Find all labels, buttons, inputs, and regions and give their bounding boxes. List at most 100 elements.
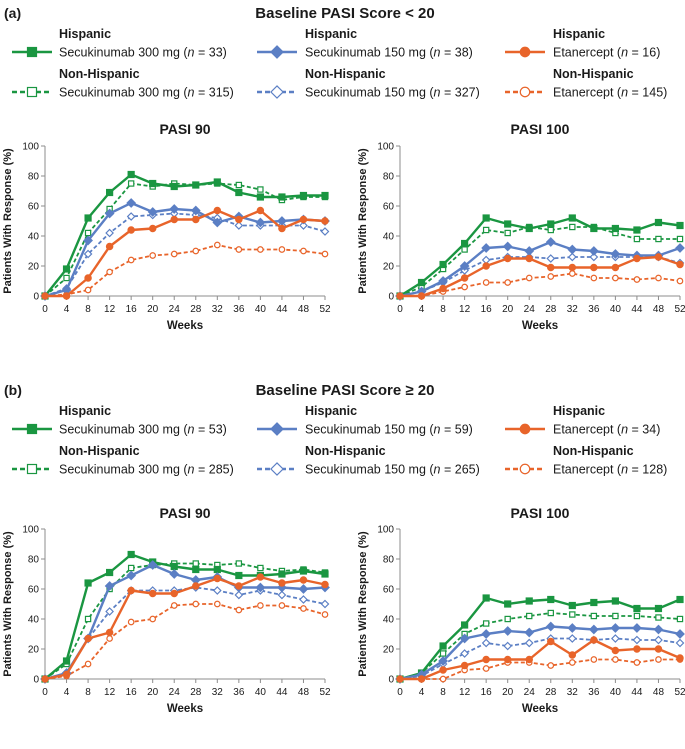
panel-b-label: (b) [4,382,22,398]
data-point [525,254,533,263]
data-point [653,624,664,635]
series-line [400,272,681,297]
data-point [84,615,92,623]
data-point [147,560,158,570]
data-point [612,656,619,663]
data-point [169,204,180,214]
y-axis-label: Patients With Response (%) [357,148,369,294]
data-point [567,244,578,255]
data-point [547,662,555,669]
series-line [44,562,326,680]
data-point [104,208,115,219]
data-point [257,564,264,572]
data-point [321,611,329,618]
y-tick-label: 100 [377,142,394,153]
x-tick-label: 24 [524,304,536,315]
series-line [399,596,681,681]
x-tick-label: 32 [212,687,224,698]
data-point [106,268,113,276]
x-tick-label: 36 [588,304,600,315]
data-point [84,634,92,643]
series-etanercept-dashed [396,270,684,300]
series-etanercept-dashed [41,241,329,300]
data-point [192,560,199,567]
legend-drug-label: Etanercept (n = 128) [553,463,667,477]
data-point [235,181,243,189]
y-axis-label: Patients With Response (%) [2,148,14,294]
x-tick-label: 4 [64,687,70,698]
x-tick-label: 20 [502,687,514,698]
series-secukinumab_150-solid [395,621,685,684]
data-point [460,649,469,658]
legend-drug-label: Secukinumab 150 mg (n = 327) [305,86,480,100]
data-point [126,570,137,581]
data-point [213,600,221,608]
data-point [62,670,71,679]
data-point [235,188,243,197]
data-point [83,235,93,246]
data-point [524,638,534,648]
y-tick-label: 40 [383,232,395,243]
data-point [633,226,641,234]
data-point [460,661,469,670]
data-point [299,191,308,200]
y-tick-label: 100 [22,142,39,153]
data-point [256,206,265,215]
legend-item: Hispanic Secukinumab 150 mg (n = 59) [257,404,473,437]
legend-drug-label: Secukinumab 150 mg (n = 59) [305,423,473,437]
data-point [547,263,555,272]
data-point [568,659,576,666]
legend-marker-diamond-icon [270,45,284,59]
legend-item: Non-Hispanic Secukinumab 150 mg (n = 327) [257,67,480,100]
data-point [611,263,620,272]
data-point [213,574,222,583]
legend-group-label: Hispanic [59,27,111,41]
legend-drug-label: Etanercept (n = 145) [553,86,667,100]
legend-drug-label: Secukinumab 300 mg (n = 53) [59,423,227,437]
data-point [482,214,490,222]
legend-item: Non-Hispanic Secukinumab 300 mg (n = 315) [12,67,234,100]
data-point [278,193,286,201]
data-point [632,623,642,633]
x-tick-label: 48 [653,304,665,315]
x-tick-label: 16 [126,687,138,698]
data-point [278,602,286,609]
data-point [105,628,114,637]
data-point [439,260,447,269]
data-point [503,254,512,263]
data-point [590,598,598,607]
legend-drug-label: Secukinumab 300 mg (n = 33) [59,46,227,60]
series-etanercept-solid [41,206,329,300]
panel-b: (b) Baseline PASI Score ≥ 20 Hispanic Sec… [4,382,667,477]
x-tick-label: 0 [42,687,48,698]
x-tick-label: 28 [545,687,557,698]
data-point [62,657,71,665]
data-point [654,218,663,227]
x-tick-label: 20 [502,304,514,315]
data-point [611,597,619,605]
series-line [399,226,680,297]
data-point [675,638,685,648]
data-point [632,635,642,645]
data-point [655,656,662,663]
data-point [439,284,447,293]
data-point [417,278,426,287]
legend-marker-square-icon [26,463,38,475]
data-point [235,560,243,567]
data-point [438,656,448,666]
data-point [300,605,307,612]
legend-marker-circle-icon [519,86,531,98]
legend-group-label: Non-Hispanic [59,67,140,81]
legend-item: Hispanic Secukinumab 300 mg (n = 33) [12,27,227,60]
data-point [104,581,115,591]
data-point [590,263,598,272]
data-point [192,565,200,574]
chart-title: PASI 100 [511,505,570,521]
x-tick-label: 20 [147,687,159,698]
data-point [503,641,513,651]
legend-group-label: Hispanic [59,404,111,418]
data-point [417,675,426,683]
legend-drug-label: Secukinumab 150 mg (n = 38) [305,46,473,60]
